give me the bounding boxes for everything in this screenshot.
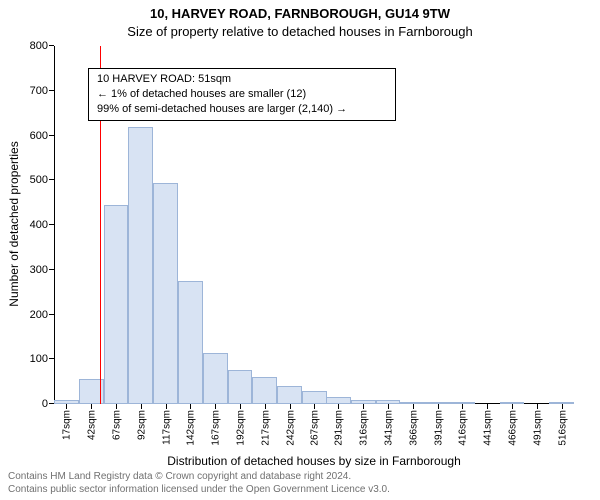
x-tick-mark [66, 404, 67, 409]
y-tick-mark [49, 269, 54, 270]
x-tick-mark [388, 404, 389, 409]
x-tick-label: 466sqm [505, 410, 518, 446]
x-tick-mark [438, 404, 439, 409]
histogram-bar [326, 397, 351, 404]
histogram-bar [203, 353, 228, 404]
y-tick-label: 0 [42, 398, 54, 410]
histogram-bar [178, 281, 203, 404]
x-tick-label: 391sqm [431, 410, 444, 446]
x-tick-label: 491sqm [530, 410, 543, 446]
x-tick-label: 17sqm [60, 410, 73, 440]
x-tick-mark [462, 404, 463, 409]
x-tick-label: 117sqm [159, 410, 172, 445]
histogram-bar [104, 205, 129, 404]
x-axis-label: Distribution of detached houses by size … [54, 454, 574, 468]
chart-title-desc: Size of property relative to detached ho… [0, 24, 600, 39]
y-axis-label: Number of detached properties [7, 134, 21, 314]
histogram-bar [153, 183, 178, 405]
x-tick-mark [338, 404, 339, 409]
annotation-line: ← 1% of detached houses are smaller (12) [97, 87, 387, 102]
x-tick-mark [141, 404, 142, 409]
y-tick-label: 200 [30, 309, 54, 321]
x-tick-label: 516sqm [555, 410, 568, 446]
annotation-line: 99% of semi-detached houses are larger (… [97, 102, 387, 117]
y-tick-mark [49, 179, 54, 180]
y-tick-mark [49, 314, 54, 315]
y-tick-label: 100 [30, 353, 54, 365]
y-tick-mark [49, 358, 54, 359]
x-tick-label: 416sqm [456, 410, 469, 446]
x-tick-mark [240, 404, 241, 409]
x-tick-mark [166, 404, 167, 409]
footer-line-1: Contains HM Land Registry data © Crown c… [8, 471, 592, 484]
x-tick-label: 267sqm [308, 410, 321, 446]
y-tick-label: 400 [30, 219, 54, 231]
x-tick-label: 341sqm [381, 410, 394, 446]
histogram-bar [425, 402, 450, 404]
histogram-bar [549, 402, 574, 404]
x-tick-label: 167sqm [209, 410, 222, 446]
y-tick-mark [49, 224, 54, 225]
x-tick-mark [215, 404, 216, 409]
histogram-bar [128, 127, 153, 404]
attribution-footer: Contains HM Land Registry data © Crown c… [8, 471, 592, 496]
x-tick-mark [512, 404, 513, 409]
x-tick-label: 67sqm [110, 410, 123, 440]
chart-title-address: 10, HARVEY ROAD, FARNBOROUGH, GU14 9TW [0, 6, 600, 21]
histogram-bar [450, 402, 475, 404]
x-tick-label: 366sqm [406, 410, 419, 446]
histogram-bar [302, 391, 327, 404]
y-tick-mark [49, 45, 54, 46]
x-tick-mark [487, 404, 488, 409]
y-tick-label: 800 [30, 40, 54, 52]
y-tick-label: 600 [30, 130, 54, 142]
histogram-bar [277, 386, 302, 404]
y-tick-label: 300 [30, 264, 54, 276]
histogram-bar [400, 402, 425, 404]
x-tick-mark [413, 404, 414, 409]
y-tick-mark [49, 135, 54, 136]
histogram-bar [500, 402, 525, 404]
x-tick-mark [537, 404, 538, 409]
x-tick-label: 92sqm [134, 410, 147, 440]
y-tick-label: 500 [30, 174, 54, 186]
x-tick-label: 142sqm [184, 410, 197, 446]
histogram-bar [228, 370, 253, 404]
x-tick-mark [91, 404, 92, 409]
y-tick-mark [49, 90, 54, 91]
histogram-bar [351, 400, 376, 404]
footer-line-2: Contains public sector information licen… [8, 484, 592, 497]
x-tick-mark [265, 404, 266, 409]
x-tick-label: 316sqm [357, 410, 370, 446]
annotation-box: 10 HARVEY ROAD: 51sqm← 1% of detached ho… [88, 68, 396, 121]
x-tick-label: 217sqm [258, 410, 271, 446]
x-tick-mark [314, 404, 315, 409]
annotation-line: 10 HARVEY ROAD: 51sqm [97, 72, 387, 87]
histogram-bar [54, 400, 79, 404]
x-tick-mark [116, 404, 117, 409]
x-tick-label: 42sqm [85, 410, 98, 440]
x-tick-mark [190, 404, 191, 409]
histogram-bar [252, 377, 277, 404]
histogram-bar [376, 400, 401, 404]
x-tick-label: 242sqm [283, 410, 296, 446]
chart-plot-area: 010020030040050060070080017sqm42sqm67sqm… [54, 46, 574, 404]
x-tick-label: 441sqm [481, 410, 494, 446]
x-tick-mark [290, 404, 291, 409]
x-tick-label: 291sqm [332, 410, 345, 446]
y-tick-label: 700 [30, 85, 54, 97]
x-tick-mark [363, 404, 364, 409]
x-tick-mark [562, 404, 563, 409]
x-tick-label: 192sqm [234, 410, 247, 446]
